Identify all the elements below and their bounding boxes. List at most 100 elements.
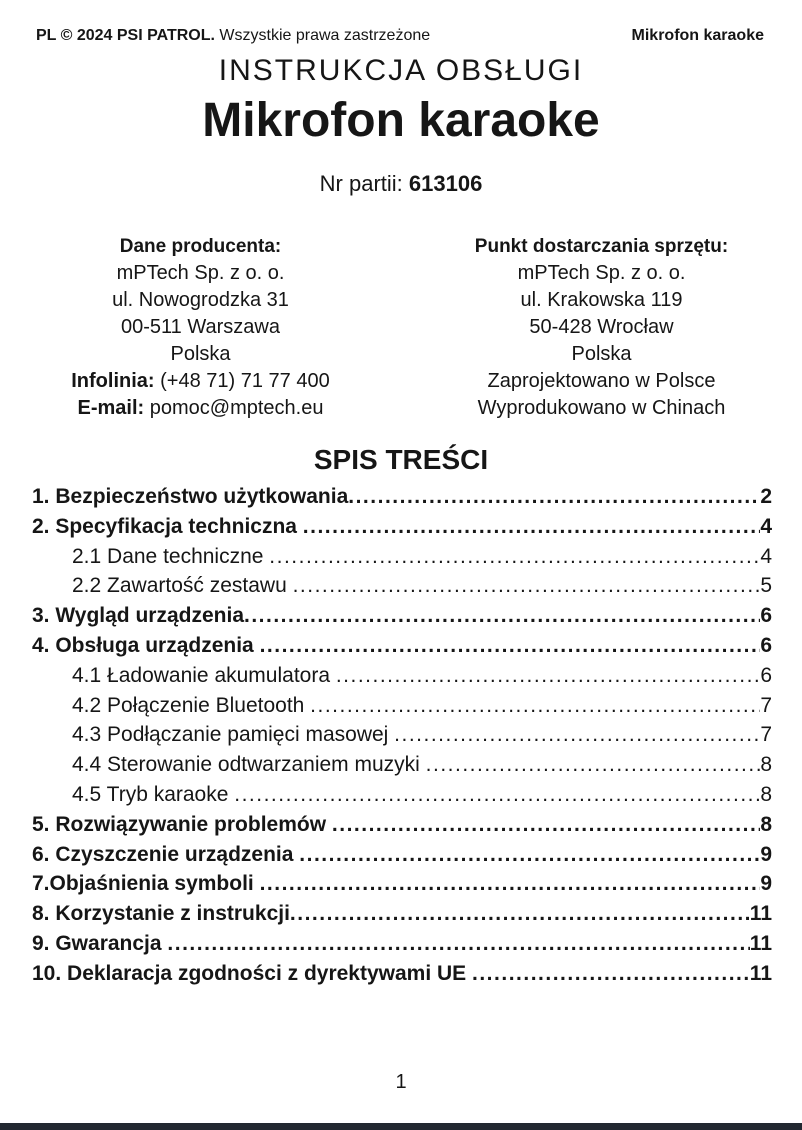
copyright-line: PL © 2024 PSI PATROL. Wszystkie prawa za… bbox=[36, 26, 430, 46]
toc-item-page: 5 bbox=[760, 574, 772, 598]
toc-dot-leader: ........................................… bbox=[310, 693, 761, 717]
header-product-name: Mikrofon karaoke bbox=[631, 27, 764, 44]
toc-item: 6. Czyszczenie urządzenia ..............… bbox=[32, 840, 772, 870]
batch-number-line: Nr partii: 613106 bbox=[0, 171, 802, 197]
toc-dot-leader: ........................................… bbox=[425, 753, 761, 777]
batch-value: 613106 bbox=[408, 171, 483, 196]
toc-item: 9. Gwarancja ...........................… bbox=[32, 929, 772, 959]
toc-item: 5. Rozwiązywanie problemów .............… bbox=[32, 810, 772, 840]
toc-dot-leader: ........................................… bbox=[269, 544, 761, 568]
toc-item: 10. Deklaracja zgodności z dyrektywami U… bbox=[32, 959, 772, 989]
page-number: 1 bbox=[395, 1071, 407, 1093]
toc-item: 8. Korzystanie z instrukcji ............… bbox=[32, 899, 772, 929]
toc-item-page: 11 bbox=[749, 961, 772, 985]
toc-item-page: 11 bbox=[749, 902, 772, 926]
toc-item-label: 3. Wygląd urządzenia bbox=[32, 604, 244, 628]
toc-item: 4.5 Tryb karaoke .......................… bbox=[32, 780, 772, 810]
address-line: Wyprodukowano w Chinach bbox=[477, 397, 726, 419]
toc-item-label: 4.4 Sterowanie odtwarzaniem muzyki bbox=[72, 753, 426, 777]
email-line: E-mail: pomoc@mptech.eu bbox=[0, 395, 401, 422]
toc-item-label: 10. Deklaracja zgodności z dyrektywami U… bbox=[32, 961, 473, 985]
footer-bar bbox=[0, 1123, 802, 1130]
email-value: pomoc@mptech.eu bbox=[149, 397, 324, 419]
toc-heading: SPIS TREŚCI bbox=[313, 444, 489, 475]
toc-item: 2. Specyfikacja techniczna .............… bbox=[32, 512, 772, 542]
toc-item-page: 6 bbox=[760, 633, 772, 657]
toc-item-page: 9 bbox=[760, 872, 772, 896]
address-line: Zaprojektowano w Polsce bbox=[487, 370, 716, 392]
toc-dot-leader: ........................................… bbox=[259, 872, 761, 896]
manufacturer-heading: Dane producenta: bbox=[119, 236, 282, 257]
toc-item-page: 4 bbox=[760, 514, 772, 538]
address-line: mPTech Sp. z o. o. bbox=[517, 262, 686, 284]
toc-item-label: 2. Specyfikacja techniczna bbox=[32, 514, 303, 538]
manufacturer-column: Dane producenta: mPTech Sp. z o. o. ul. N… bbox=[0, 233, 401, 422]
toc-item-label: 5. Rozwiązywanie problemów bbox=[32, 812, 332, 836]
copyright-bold-text: PL © 2024 PSI PATROL. bbox=[36, 27, 215, 44]
document-header: PL © 2024 PSI PATROL. Wszystkie prawa za… bbox=[36, 26, 764, 46]
toc-item-page: 2 bbox=[760, 485, 772, 508]
toc-item-page: 8 bbox=[760, 812, 772, 836]
toc-item-page: 9 bbox=[760, 842, 772, 866]
toc-item: 1. Bezpieczeństwo użytkowania ..........… bbox=[32, 482, 772, 512]
address-line: Polska bbox=[571, 343, 632, 365]
toc-list: 1. Bezpieczeństwo użytkowania ..........… bbox=[32, 482, 772, 989]
toc-item-page: 6 bbox=[760, 604, 772, 628]
delivery-heading: Punkt dostarczania sprzętu: bbox=[474, 236, 729, 257]
toc-dot-leader: ........................................… bbox=[302, 514, 761, 538]
product-title: Mikrofon karaoke bbox=[202, 94, 600, 147]
delivery-lines: mPTech Sp. z o. o. ul. Krakowska 119 50-42… bbox=[401, 260, 802, 422]
copyright-rest-text: Wszystkie prawa zastrzeżone bbox=[219, 27, 431, 44]
info-columns: Dane producenta: mPTech Sp. z o. o. ul. N… bbox=[0, 233, 802, 422]
batch-label: Nr partii: bbox=[319, 171, 403, 196]
toc-item-label: 6. Czyszczenie urządzenia bbox=[32, 842, 300, 866]
toc-item-page: 7 bbox=[760, 693, 772, 717]
toc-item-label: 4.3 Podłączanie pamięci masowej bbox=[72, 723, 395, 747]
document-type-title: INSTRUKCJA OBSŁUGI bbox=[218, 54, 584, 87]
toc-item-label: 8. Korzystanie z instrukcji bbox=[32, 902, 290, 926]
toc-dot-leader: ........................................… bbox=[289, 902, 750, 926]
toc-item-label: 4. Obsługa urządzenia bbox=[32, 633, 260, 657]
toc-item-label: 7.Objaśnienia symboli bbox=[32, 872, 260, 896]
manufacturer-lines: mPTech Sp. z o. o. ul. Nowogrodzka 31 00-5… bbox=[0, 260, 401, 368]
toc-item: 4.3 Podłączanie pamięci masowej ........… bbox=[32, 720, 772, 750]
toc-item-page: 8 bbox=[760, 782, 772, 806]
toc-item: 4.4 Sterowanie odtwarzaniem muzyki .....… bbox=[32, 750, 772, 780]
toc-item-page: 4 bbox=[760, 544, 772, 568]
email-label: E-mail: bbox=[77, 397, 145, 419]
toc-dot-leader: ........................................… bbox=[348, 485, 760, 508]
toc-dot-leader: ........................................… bbox=[259, 633, 761, 657]
toc-item-label: 2.1 Dane techniczne bbox=[72, 544, 270, 568]
toc-dot-leader: ........................................… bbox=[234, 782, 760, 806]
toc-item-label: 4.2 Połączenie Bluetooth bbox=[72, 693, 311, 717]
toc-dot-leader: ........................................… bbox=[299, 842, 760, 866]
address-line: Polska bbox=[170, 343, 231, 365]
toc-dot-leader: ........................................… bbox=[394, 723, 761, 747]
delivery-column: Punkt dostarczania sprzętu: mPTech Sp. z… bbox=[401, 233, 802, 422]
toc-dot-leader: ........................................… bbox=[335, 663, 760, 687]
toc-item-page: 8 bbox=[760, 753, 772, 777]
address-line: 50-428 Wrocław bbox=[529, 316, 674, 338]
toc-dot-leader: ........................................… bbox=[167, 931, 749, 955]
toc-item: 2.1 Dane techniczne ....................… bbox=[32, 542, 772, 572]
hotline-line: Infolinia: (+48 71) 71 77 400 bbox=[0, 368, 401, 395]
toc-dot-leader: ........................................… bbox=[244, 604, 760, 628]
address-line: ul. Krakowska 119 bbox=[520, 289, 683, 311]
toc-item-label: 4.1 Ładowanie akumulatora bbox=[72, 663, 336, 687]
toc-dot-leader: ........................................… bbox=[472, 961, 750, 985]
toc-item-label: 4.5 Tryb karaoke bbox=[72, 782, 235, 806]
address-line: ul. Nowogrodzka 31 bbox=[112, 289, 289, 311]
toc-item-label: 1. Bezpieczeństwo użytkowania bbox=[32, 485, 349, 508]
toc-item-page: 11 bbox=[749, 931, 772, 955]
toc-item: 4.2 Połączenie Bluetooth ...............… bbox=[32, 691, 772, 721]
toc-item: 7.Objaśnienia symboli ..................… bbox=[32, 869, 772, 899]
toc-item: 4. Obsługa urządzenia ..................… bbox=[32, 631, 772, 661]
toc-item-page: 6 bbox=[760, 663, 772, 687]
toc-item-page: 7 bbox=[760, 723, 772, 747]
hotline-label: Infolinia: bbox=[71, 370, 155, 392]
toc-dot-leader: ........................................… bbox=[331, 812, 760, 836]
hotline-value: (+48 71) 71 77 400 bbox=[160, 370, 330, 392]
toc-item: 2.2 Zawartość zestawu ..................… bbox=[32, 571, 772, 601]
toc-item: 4.1 Ładowanie akumulatora ..............… bbox=[32, 661, 772, 691]
address-line: 00-511 Warszawa bbox=[121, 316, 280, 338]
